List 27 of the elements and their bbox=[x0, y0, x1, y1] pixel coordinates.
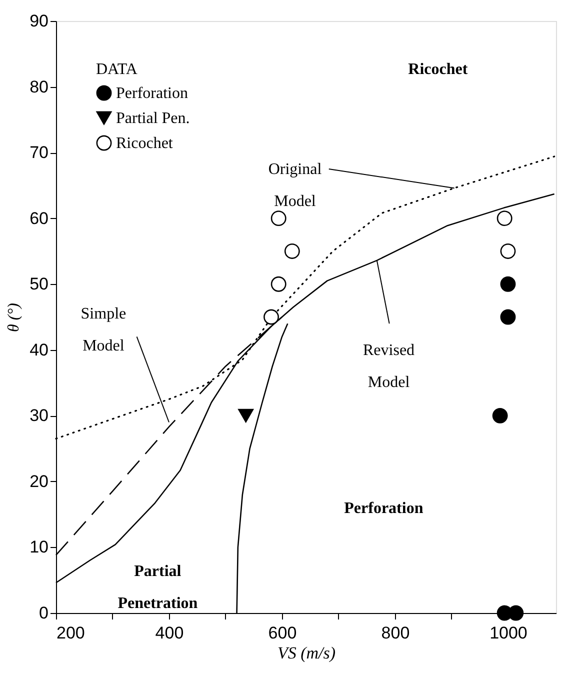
x-tick-label: 200 bbox=[56, 624, 85, 642]
x-tick-label: 800 bbox=[381, 624, 410, 642]
y-tick-label: 30 bbox=[30, 406, 48, 426]
y-tick-label: 20 bbox=[30, 472, 48, 491]
annotation: Ricochet bbox=[408, 61, 468, 78]
legend-label: Perforation bbox=[116, 85, 188, 102]
y-tick-label: 80 bbox=[30, 77, 48, 96]
y-tick-label: 10 bbox=[30, 538, 48, 557]
x-tick-label: 400 bbox=[155, 624, 184, 642]
y-tick-label: 50 bbox=[30, 274, 48, 294]
annotation: Simple Model bbox=[80, 306, 126, 355]
x-tick-label: 600 bbox=[268, 624, 297, 642]
y-tick-label: 90 bbox=[30, 12, 48, 30]
legend-label: Partial Pen. bbox=[116, 110, 190, 127]
annotation: Perforation bbox=[344, 500, 424, 517]
y-tick-label: 0 bbox=[39, 604, 48, 622]
y-tick-label: 40 bbox=[30, 340, 48, 360]
legend-title: DATA bbox=[96, 61, 138, 78]
y-tick-label: 70 bbox=[30, 143, 48, 162]
x-tick-label: 1000 bbox=[490, 624, 528, 642]
annotation: Partial Penetration bbox=[118, 562, 198, 612]
x-axis-title: VS (m/s) bbox=[277, 644, 336, 662]
annotation: Revised Model bbox=[362, 342, 415, 391]
annotation: Original Model bbox=[268, 161, 322, 210]
y-tick-label: 60 bbox=[30, 208, 48, 228]
legend-label: Ricochet bbox=[116, 135, 174, 152]
y-axis-title: θ (°) bbox=[6, 303, 23, 332]
